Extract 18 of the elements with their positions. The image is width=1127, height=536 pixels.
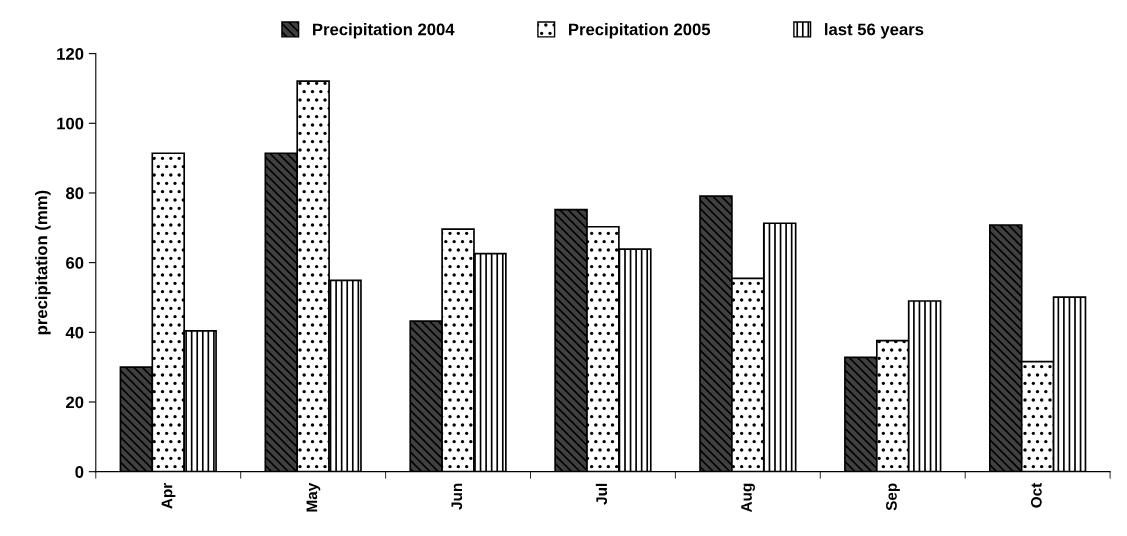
y-tick-label: 120	[57, 48, 84, 60]
x-tick-label: Apr	[161, 483, 176, 509]
x-tick-label: Jun	[451, 483, 463, 510]
y-tick-label: 80	[65, 187, 84, 200]
legend-label: Precipitation 2005	[569, 23, 711, 39]
y-axis-title: precipitation (mm)	[35, 190, 51, 335]
legend-label: Precipitation 2004	[313, 23, 455, 39]
x-tick-label: Oct	[1030, 482, 1042, 508]
x-tick-label: Jul	[595, 483, 608, 505]
y-tick-label: 60	[66, 257, 84, 269]
y-tick-label: 0	[75, 466, 84, 478]
y-tick-label: 20	[66, 396, 84, 409]
y-tick-label: 100	[57, 117, 84, 130]
x-tick-label: Aug	[741, 483, 755, 513]
x-tick-label: Sep	[886, 483, 900, 511]
x-tick-label: May	[306, 482, 321, 512]
y-tick-label: 40	[65, 326, 84, 339]
legend-label: last 56 years	[825, 23, 924, 39]
